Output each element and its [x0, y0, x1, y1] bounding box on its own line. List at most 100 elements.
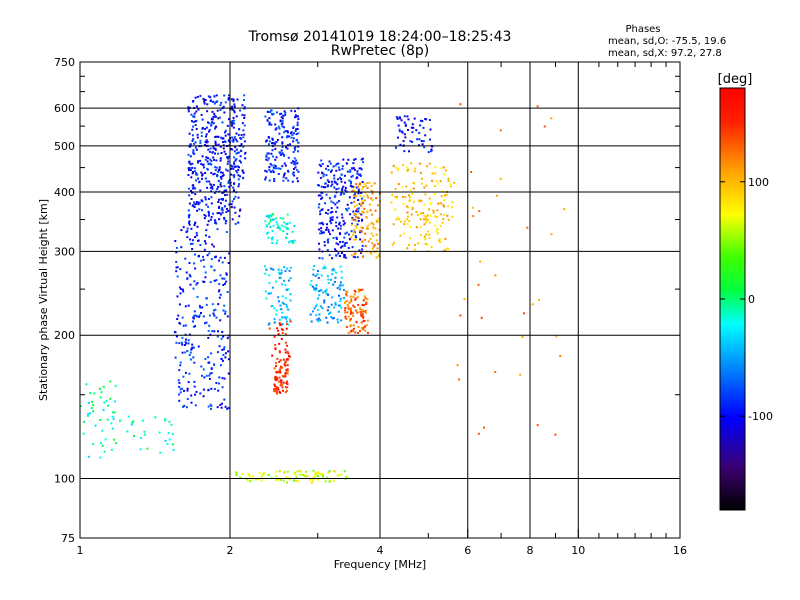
- data-point: [231, 200, 234, 203]
- data-point: [499, 129, 502, 132]
- data-point: [206, 254, 209, 257]
- data-point: [342, 223, 345, 226]
- data-point: [451, 201, 454, 204]
- data-point: [218, 283, 221, 285]
- data-point: [234, 146, 237, 149]
- data-point: [327, 241, 330, 244]
- data-point: [192, 346, 195, 349]
- data-point: [168, 420, 171, 423]
- data-point: [403, 121, 406, 124]
- data-point: [203, 166, 205, 169]
- data-point: [185, 271, 188, 274]
- data-point: [358, 167, 361, 170]
- data-point: [356, 296, 359, 299]
- data-point: [284, 114, 287, 117]
- data-point: [366, 319, 369, 322]
- data-point: [321, 232, 324, 235]
- data-point: [353, 189, 356, 192]
- data-point: [286, 267, 289, 270]
- data-point: [312, 469, 315, 472]
- data-point: [216, 109, 219, 112]
- data-point: [334, 194, 337, 197]
- data-point: [312, 273, 315, 276]
- data-point: [187, 304, 190, 307]
- data-point: [226, 208, 228, 211]
- data-point: [278, 276, 281, 279]
- data-point: [276, 371, 279, 374]
- data-point: [187, 106, 190, 109]
- data-point: [279, 370, 282, 373]
- data-point: [233, 156, 235, 159]
- data-point: [343, 222, 346, 225]
- data-point: [321, 163, 324, 165]
- data-point: [188, 132, 191, 135]
- data-point: [212, 147, 215, 150]
- data-point: [206, 160, 209, 163]
- data-point: [337, 304, 340, 307]
- data-point: [372, 245, 375, 248]
- data-point: [326, 223, 328, 226]
- data-point: [275, 470, 278, 473]
- data-point: [543, 125, 546, 128]
- data-point: [278, 226, 281, 229]
- data-point: [334, 203, 337, 206]
- data-point: [183, 344, 186, 346]
- data-point: [267, 143, 270, 146]
- data-point: [495, 194, 498, 197]
- data-point: [175, 335, 178, 338]
- data-point: [294, 473, 297, 476]
- data-point: [278, 127, 281, 130]
- data-point: [285, 136, 288, 139]
- data-point: [201, 118, 204, 121]
- data-point: [290, 109, 293, 112]
- data-point: [110, 448, 113, 451]
- data-point: [239, 476, 242, 479]
- data-point: [234, 195, 237, 198]
- data-point: [315, 314, 318, 317]
- data-point: [186, 277, 189, 280]
- data-point: [356, 216, 359, 219]
- data-point: [219, 256, 222, 259]
- data-point: [218, 382, 220, 385]
- cluster-F2-X-top: [395, 115, 434, 154]
- data-point: [87, 401, 90, 404]
- data-point: [434, 166, 437, 169]
- data-point: [191, 191, 193, 194]
- data-point: [352, 327, 355, 330]
- data-point: [227, 98, 230, 101]
- data-point: [210, 258, 213, 261]
- data-point: [215, 382, 218, 384]
- data-point: [412, 126, 415, 129]
- data-point: [355, 309, 358, 312]
- data-point: [413, 200, 415, 203]
- data-point: [282, 302, 285, 305]
- data-point: [189, 145, 192, 148]
- data-point: [242, 177, 245, 180]
- data-point: [424, 236, 427, 239]
- data-point: [519, 373, 522, 376]
- data-point: [329, 170, 332, 173]
- data-point: [378, 217, 381, 220]
- data-point: [325, 174, 328, 177]
- data-point: [203, 100, 206, 103]
- data-point: [207, 405, 210, 408]
- data-point: [201, 200, 204, 203]
- data-point: [268, 140, 271, 143]
- data-point: [210, 352, 213, 355]
- data-point: [265, 155, 268, 158]
- data-point: [218, 198, 220, 201]
- data-point: [439, 202, 442, 205]
- data-point: [401, 131, 404, 134]
- data-point: [244, 157, 247, 160]
- data-point: [436, 209, 439, 212]
- cluster-F2-X-cusp: [264, 107, 300, 183]
- data-point: [179, 364, 182, 367]
- data-point: [192, 152, 195, 155]
- data-point: [198, 314, 201, 317]
- data-point: [296, 180, 299, 183]
- data-point: [335, 210, 338, 213]
- data-point: [410, 162, 413, 165]
- data-point: [337, 187, 340, 190]
- data-point: [337, 252, 340, 255]
- data-point: [193, 206, 196, 208]
